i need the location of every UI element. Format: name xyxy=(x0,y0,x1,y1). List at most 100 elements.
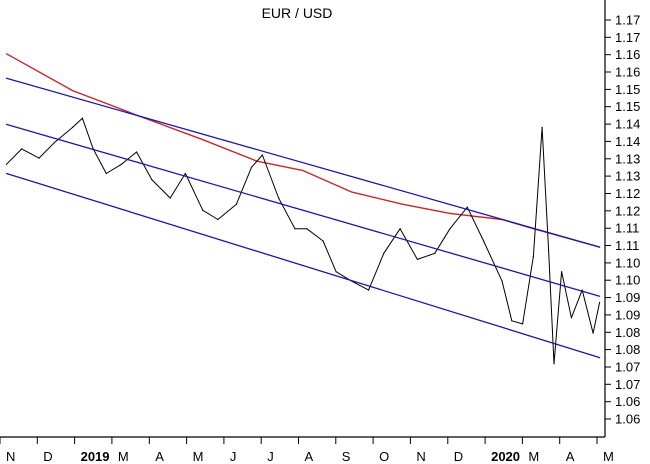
series-price-point xyxy=(522,323,524,325)
series-price-point xyxy=(335,271,337,273)
series-price-point xyxy=(511,320,513,322)
series-price-point xyxy=(548,249,550,251)
series-price-point xyxy=(21,148,23,150)
x-tick-label: D xyxy=(43,449,52,464)
y-tick-label: 1.07 xyxy=(615,377,640,392)
series-price-point xyxy=(169,197,171,199)
y-tick-label: 1.14 xyxy=(615,117,640,132)
y-tick-label: 1.09 xyxy=(615,290,640,305)
x-tick-label: M xyxy=(603,449,614,464)
series-price-point xyxy=(561,271,563,273)
x-tick-label: 2019 xyxy=(81,449,110,464)
series-price-point xyxy=(53,142,55,144)
series-price-point xyxy=(466,206,468,208)
series-price-point xyxy=(120,163,122,165)
series-price-point xyxy=(592,332,594,334)
x-tick-label: J xyxy=(267,449,274,464)
series-moving-average-point xyxy=(350,191,352,193)
x-tick-label: M xyxy=(528,449,539,464)
x-tick-label: A xyxy=(566,449,575,464)
series-price-point xyxy=(261,154,263,156)
series-price-point xyxy=(599,301,601,303)
series-price-point xyxy=(570,317,573,319)
series-price-point xyxy=(541,126,543,128)
y-tick-label: 1.09 xyxy=(615,307,640,322)
series-channel-middle-point xyxy=(599,295,601,297)
x-tick-label: A xyxy=(305,449,314,464)
y-tick-label: 1.16 xyxy=(615,47,640,62)
series-price-point xyxy=(383,252,385,254)
series-moving-average-point xyxy=(401,203,403,205)
series-channel-lower-point xyxy=(5,172,8,175)
y-tick-label: 1.10 xyxy=(615,273,640,288)
y-tick-label: 1.15 xyxy=(615,99,640,114)
y-tick-label: 1.08 xyxy=(615,325,640,340)
series-channel-upper-point xyxy=(599,246,601,248)
y-axis: 1.17 1.17 1.16 1.16 1.15 1.15 1.14 1.14 1.13 1.13… xyxy=(604,0,640,437)
series-price-point xyxy=(72,126,74,128)
series-channel-lower-point xyxy=(599,357,601,359)
x-tick-label: J xyxy=(230,449,237,464)
y-tick-label: 1.10 xyxy=(615,255,640,270)
y-tick-label: 1.15 xyxy=(615,82,640,97)
series-price-point xyxy=(294,228,296,230)
y-tick-label: 1.12 xyxy=(615,203,640,218)
x-tick-label: M xyxy=(193,449,204,464)
y-tick-label: 1.11 xyxy=(615,238,639,253)
series-price-point xyxy=(306,228,308,230)
series-price-point xyxy=(368,289,370,291)
y-tick-label: 1.13 xyxy=(615,151,640,166)
series-price-point xyxy=(501,280,503,282)
series-price-point xyxy=(449,228,451,230)
y-tick-label: 1.12 xyxy=(615,186,640,201)
x-axis: N D 2019 M A M J J A S O N D 2020 M A M xyxy=(0,436,614,464)
series-price-point xyxy=(322,240,324,242)
x-tick-label: D xyxy=(454,449,463,464)
series-price-point xyxy=(553,363,555,365)
series-price-line xyxy=(6,117,601,365)
y-tick-label: 1.13 xyxy=(615,169,640,184)
series-price-point xyxy=(81,117,83,119)
series-price-point xyxy=(184,172,186,175)
series-price-point xyxy=(202,209,204,211)
y-tick-label: 1.11 xyxy=(615,221,639,236)
y-tick-label: 1.07 xyxy=(615,360,640,375)
y-tick-label: 1.06 xyxy=(615,394,640,409)
series-moving-average-point xyxy=(449,212,451,214)
series-price-point xyxy=(434,252,436,254)
series-moving-average-point xyxy=(202,139,204,141)
series-moving-average-point xyxy=(72,90,74,92)
series-price-point xyxy=(136,151,138,153)
series-price-point xyxy=(278,197,280,199)
x-tick-label: O xyxy=(379,449,389,464)
series-channel-middle-point xyxy=(5,123,8,125)
series-price-point xyxy=(416,258,418,260)
x-tick-label: A xyxy=(155,449,164,464)
series-moving-average-point xyxy=(5,53,8,55)
series-channel-middle-line xyxy=(6,123,600,297)
series-price-point xyxy=(399,228,401,230)
x-tick-label: 2020 xyxy=(491,449,520,464)
series-price-point xyxy=(532,255,535,257)
y-tick-label: 1.08 xyxy=(615,342,640,357)
y-tick-label: 1.06 xyxy=(615,412,640,427)
y-tick-label: 1.17 xyxy=(615,30,640,45)
series-price-point xyxy=(250,166,253,168)
x-tick-label: S xyxy=(342,449,351,464)
y-tick-label: 1.16 xyxy=(615,65,640,80)
series-price-point xyxy=(105,172,107,175)
series-price-point xyxy=(483,240,485,242)
series-price-point xyxy=(217,218,219,221)
y-tick-label: 1.17 xyxy=(615,13,640,28)
series-price-point xyxy=(38,157,40,159)
y-tick-label: 1.14 xyxy=(615,134,640,149)
series-moving-average-point xyxy=(301,169,304,171)
series-price-point xyxy=(151,179,153,181)
x-tick-label: M xyxy=(118,449,129,464)
series-channel-lower-line xyxy=(6,172,600,359)
chart-title: EUR / USD xyxy=(262,5,333,21)
x-tick-label: N xyxy=(6,449,15,464)
series-price-point xyxy=(235,203,237,205)
series-channel-upper-line xyxy=(6,77,600,248)
